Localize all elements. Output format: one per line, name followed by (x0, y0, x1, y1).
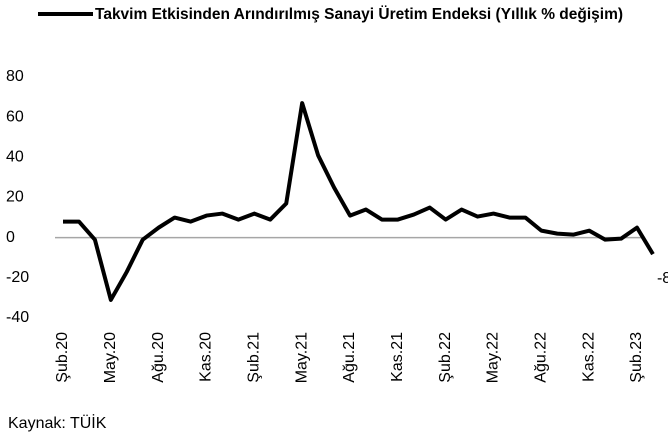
y-tick-label: 0 (6, 229, 15, 246)
x-tick-label: Ağu.22 (533, 332, 550, 383)
x-tick-label: May.21 (293, 332, 310, 383)
x-tick-label: Kas.21 (389, 332, 406, 382)
y-tick-label: 20 (6, 189, 24, 206)
x-tick-label: Ağu.21 (341, 332, 358, 383)
y-tick-label: -40 (6, 309, 29, 326)
data-label: -8.2 (657, 270, 668, 287)
line-series (63, 101, 655, 302)
x-tick-label: Kas.22 (580, 332, 597, 382)
x-tick-label: May.22 (485, 332, 502, 383)
x-tick-label: May.20 (102, 332, 119, 383)
x-tick-label: Şub.22 (437, 332, 454, 383)
y-tick-label: 60 (6, 108, 24, 125)
x-tick-label: Şub.23 (628, 332, 645, 383)
x-tick-label: Şub.21 (246, 332, 263, 383)
y-tick-label: 40 (6, 149, 24, 166)
x-tick-label: Ağu.20 (150, 332, 167, 383)
y-tick-label: -20 (6, 269, 29, 286)
legend-label: Takvim Etkisinden Arındırılmış Sanayi Ür… (95, 6, 624, 23)
x-tick-label: Şub.20 (54, 332, 71, 383)
source: Kaynak: TÜİK (8, 413, 107, 432)
x-tick-label: Kas.20 (198, 332, 215, 382)
y-tick-label: 80 (6, 68, 24, 85)
